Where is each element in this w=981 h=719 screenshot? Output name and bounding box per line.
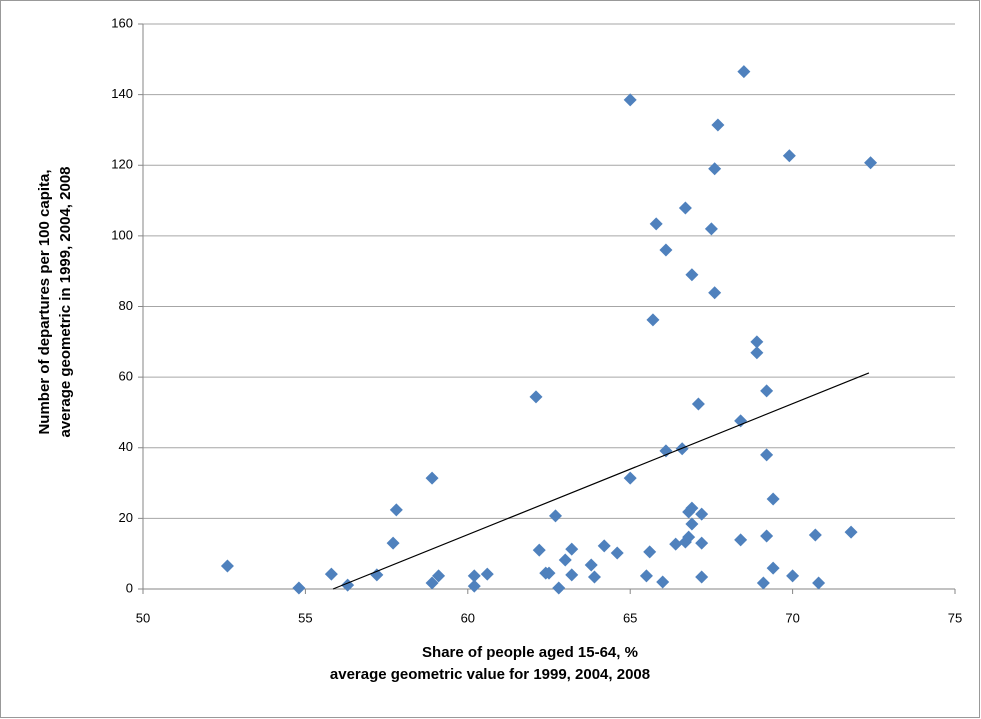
data-point (695, 507, 709, 521)
data-point (584, 558, 598, 572)
y-tick-label: 160 (111, 15, 133, 30)
data-point (552, 581, 566, 595)
data-point (695, 536, 709, 550)
data-point (669, 537, 683, 551)
x-tick-label: 65 (623, 610, 637, 625)
trend-line (332, 372, 870, 590)
data-point (386, 536, 400, 550)
x-tick-label: 70 (785, 610, 799, 625)
data-point (292, 581, 306, 595)
data-point (610, 546, 624, 560)
data-point (750, 335, 764, 349)
y-axis-label: average geometric in 1999, 2004, 2008 (57, 166, 74, 437)
data-point (766, 492, 780, 506)
data-point (480, 567, 494, 581)
data-point (425, 471, 439, 485)
data-point (782, 149, 796, 163)
y-tick-label: 80 (119, 298, 133, 313)
data-point (708, 286, 722, 300)
data-point (750, 346, 764, 360)
data-point (812, 576, 826, 590)
data-point (682, 530, 696, 544)
data-point (734, 533, 748, 547)
data-point (760, 529, 774, 543)
data-point (656, 575, 670, 589)
x-axis-label: Share of people aged 15-64, % (422, 644, 638, 661)
data-point (370, 568, 384, 582)
data-point (558, 553, 572, 567)
data-point (220, 559, 234, 573)
data-point (467, 569, 481, 583)
data-point (425, 576, 439, 590)
data-point (639, 569, 653, 583)
data-point (711, 118, 725, 132)
data-point (389, 503, 403, 517)
y-tick-label: 120 (111, 157, 133, 172)
y-tick-label: 20 (119, 510, 133, 525)
data-point (708, 162, 722, 176)
data-point (542, 566, 556, 580)
data-point (529, 390, 543, 404)
data-point (756, 576, 770, 590)
data-point (646, 313, 660, 327)
y-tick-label: 100 (111, 227, 133, 242)
data-point (760, 384, 774, 398)
x-tick-label: 55 (298, 610, 312, 625)
data-point (685, 517, 699, 531)
data-point (786, 569, 800, 583)
y-tick-label: 60 (119, 369, 133, 384)
y-axis-label: Number of departures per 100 capita, (36, 169, 53, 434)
data-point (565, 568, 579, 582)
data-point (864, 156, 878, 170)
data-point (587, 570, 601, 584)
data-point (623, 93, 637, 107)
data-point (324, 567, 338, 581)
y-tick-label: 140 (111, 86, 133, 101)
data-point (808, 528, 822, 542)
data-point (597, 539, 611, 553)
data-point (704, 222, 718, 236)
data-point (691, 397, 705, 411)
data-point (844, 525, 858, 539)
x-tick-label: 50 (136, 610, 150, 625)
data-point (532, 543, 546, 557)
data-point (685, 268, 699, 282)
x-axis-label: average geometric value for 1999, 2004, … (330, 666, 650, 683)
data-point (659, 243, 673, 257)
data-point (695, 570, 709, 584)
data-point (467, 579, 481, 593)
data-point (649, 217, 663, 231)
data-point (737, 65, 751, 79)
data-point (734, 414, 748, 428)
data-point (685, 501, 699, 515)
data-point (766, 561, 780, 575)
x-tick-label: 60 (461, 610, 475, 625)
data-point (565, 542, 579, 556)
y-tick-label: 40 (119, 439, 133, 454)
data-point (678, 201, 692, 215)
data-point (548, 509, 562, 523)
x-tick-label: 75 (948, 610, 962, 625)
y-tick-label: 0 (126, 580, 133, 595)
data-point (760, 448, 774, 462)
data-point (432, 569, 446, 583)
data-point (659, 444, 673, 458)
data-point (623, 471, 637, 485)
data-point (643, 545, 657, 559)
